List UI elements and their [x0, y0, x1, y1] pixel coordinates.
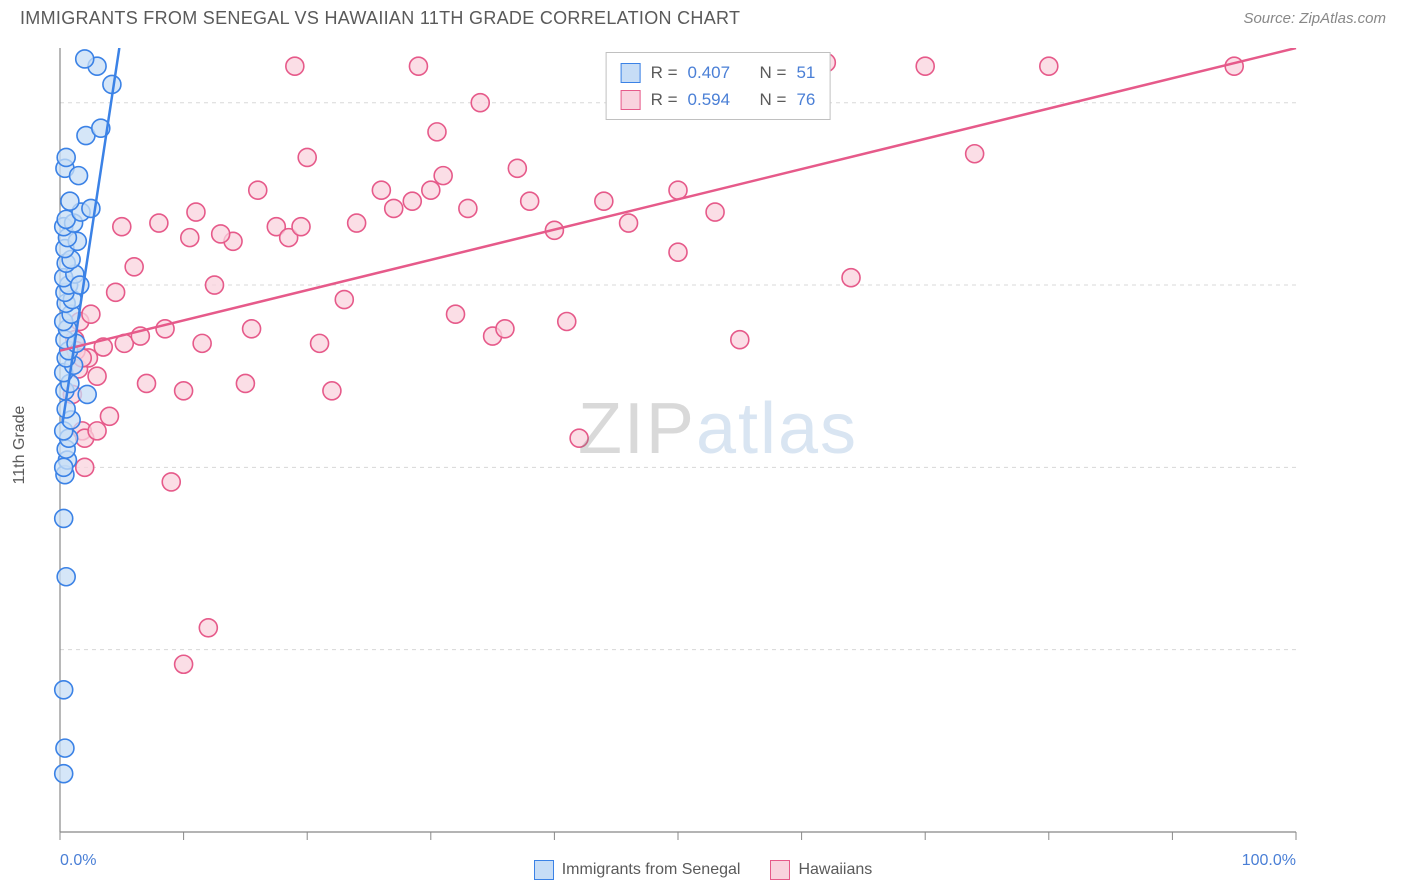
y-tick-label: 85.0%: [1396, 641, 1406, 659]
legend-item-senegal: Immigrants from Senegal: [534, 860, 741, 880]
legend-label: Hawaiians: [798, 861, 872, 879]
stats-r-value: 0.594: [688, 86, 731, 113]
legend-swatch-senegal: [534, 860, 554, 880]
stats-r-label: R =: [651, 86, 678, 113]
stats-swatch-hawaiians: [621, 90, 641, 110]
stats-swatch-senegal: [621, 63, 641, 83]
stats-row-1: R = 0.407 N = 51: [621, 59, 816, 86]
stats-n-value: 51: [796, 59, 815, 86]
stats-legend-box: R = 0.407 N = 51 R = 0.594 N = 76: [606, 52, 831, 120]
legend-label: Immigrants from Senegal: [562, 861, 741, 879]
y-axis-label: 11th Grade: [11, 406, 29, 485]
stats-r-value: 0.407: [688, 59, 731, 86]
bottom-legend: Immigrants from Senegal Hawaiians: [0, 860, 1406, 880]
stats-row-2: R = 0.594 N = 76: [621, 86, 816, 113]
legend-swatch-hawaiians: [770, 860, 790, 880]
y-tick-label: 90.0%: [1396, 458, 1406, 476]
chart-source: Source: ZipAtlas.com: [1243, 10, 1386, 27]
stats-n-value: 76: [796, 86, 815, 113]
stats-n-label: N =: [760, 59, 787, 86]
y-tick-label: 100.0%: [1396, 94, 1406, 112]
scatter-plot: [50, 48, 1386, 842]
chart-title: IMMIGRANTS FROM SENEGAL VS HAWAIIAN 11TH…: [20, 8, 740, 29]
y-tick-label: 95.0%: [1396, 276, 1406, 294]
stats-r-label: R =: [651, 59, 678, 86]
legend-item-hawaiians: Hawaiians: [770, 860, 872, 880]
chart-container: 11th Grade 85.0%90.0%95.0%100.0% 0.0%100…: [50, 48, 1386, 842]
chart-header: IMMIGRANTS FROM SENEGAL VS HAWAIIAN 11TH…: [0, 0, 1406, 33]
stats-n-label: N =: [760, 86, 787, 113]
